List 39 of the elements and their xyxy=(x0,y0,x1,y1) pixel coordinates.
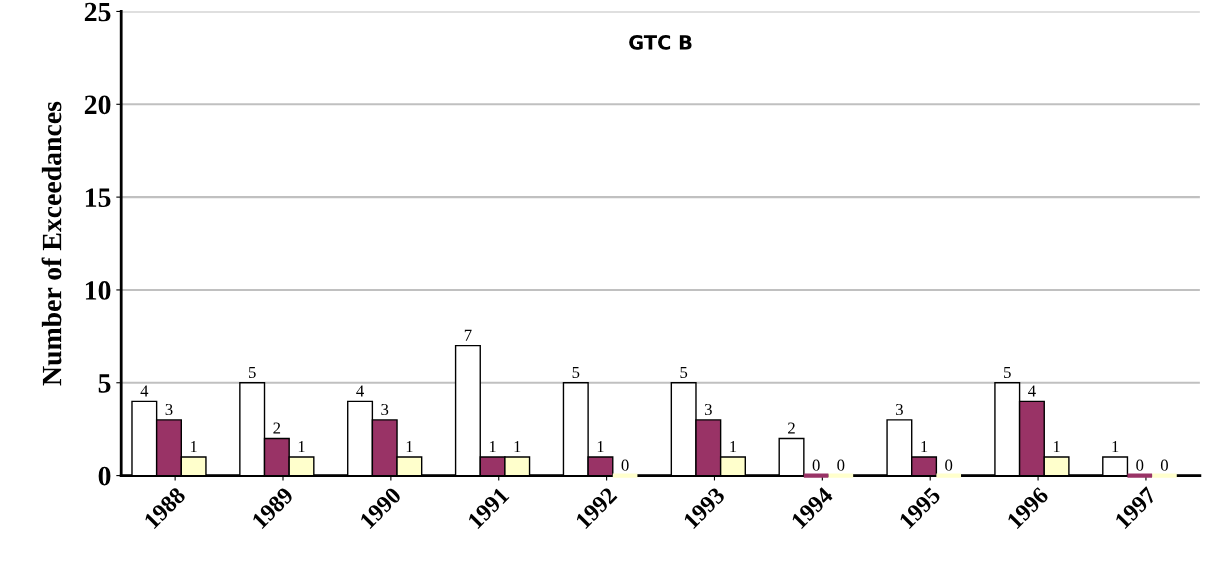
data-label: 3 xyxy=(896,403,903,416)
data-label: 0 xyxy=(837,459,845,471)
data-label: 1 xyxy=(730,441,737,453)
y-tick-label: 20 xyxy=(84,95,111,115)
data-label: 7 xyxy=(464,329,472,341)
data-label: 1 xyxy=(1112,441,1119,453)
text: GTC B xyxy=(629,35,692,50)
data-label: 1 xyxy=(514,441,521,453)
y-tick-label: 5 xyxy=(98,374,111,393)
data-label: 0 xyxy=(812,459,820,471)
data-label: 3 xyxy=(381,403,389,416)
data-label: 4 xyxy=(356,385,364,397)
x-tick-label: 1991 xyxy=(467,486,510,530)
data-label: 1 xyxy=(406,441,413,453)
data-label: 0 xyxy=(1160,459,1168,471)
data-label: 1 xyxy=(597,441,604,453)
data-label: 0 xyxy=(1136,459,1144,471)
data-label: 3 xyxy=(704,403,712,416)
data-label: 0 xyxy=(945,459,953,471)
data-label: 5 xyxy=(1004,366,1011,378)
data-label: 5 xyxy=(248,366,256,378)
data-label: 1 xyxy=(190,441,197,453)
data-label: 0 xyxy=(621,459,629,471)
data-label: 3 xyxy=(165,403,173,416)
data-label: 1 xyxy=(489,441,496,453)
y-tick-label: 15 xyxy=(85,188,111,208)
data-label: 4 xyxy=(1028,385,1036,397)
y-tick-label: 25 xyxy=(84,2,111,22)
data-label: 2 xyxy=(788,422,795,434)
data-label: 2 xyxy=(273,422,281,434)
data-label: 1 xyxy=(298,441,305,453)
y-tick-label: 10 xyxy=(85,281,111,300)
data-label: 5 xyxy=(572,366,580,378)
data-label: 1 xyxy=(921,441,928,453)
data-label: 4 xyxy=(140,385,149,397)
data-label: 1 xyxy=(1053,441,1060,453)
data-label: 5 xyxy=(680,366,688,378)
y-tick-label: 0 xyxy=(98,466,111,486)
y-axis-title: Number of Exceedances xyxy=(41,101,62,386)
